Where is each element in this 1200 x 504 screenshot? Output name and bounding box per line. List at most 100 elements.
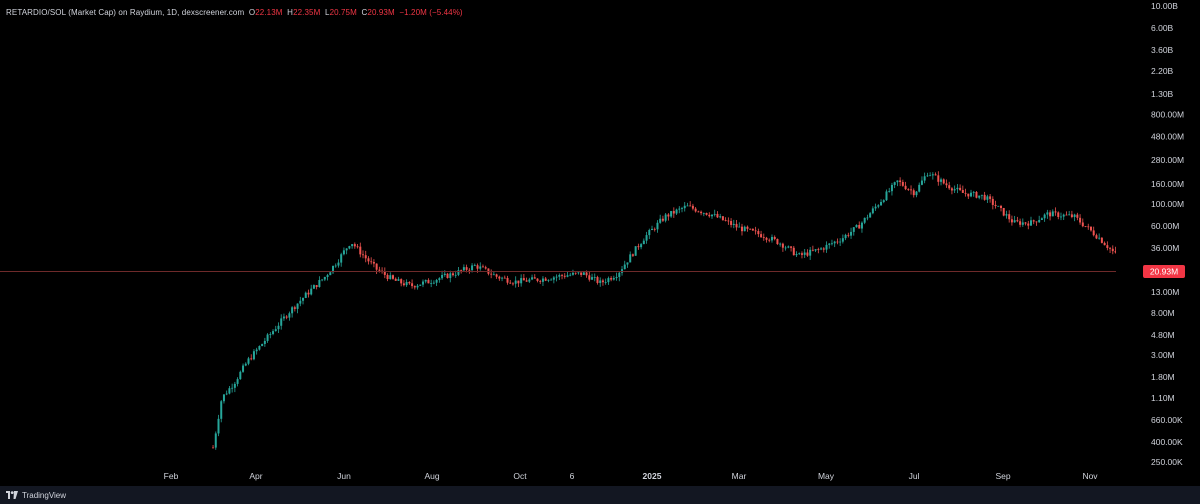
candle [1087,223,1090,230]
candle [893,181,896,189]
candle [421,279,424,288]
candle [768,238,771,243]
change-value: −1.20M (−5.44%) [399,8,463,17]
x-tick-label: Oct [513,471,527,481]
candle [517,280,520,288]
candle [1092,226,1095,237]
candle [738,222,741,228]
candle [871,206,874,215]
candle [389,272,392,280]
candle [937,171,940,186]
candle [634,246,637,256]
candle [531,274,534,281]
candle [348,245,351,250]
candle [394,277,397,281]
candle [362,250,365,259]
y-tick-label: 1.30B [1151,89,1174,99]
candle [498,275,501,281]
y-tick-label: 660.00K [1151,415,1183,425]
y-axis-background [1116,0,1200,486]
candle [975,190,978,199]
candle [318,276,321,288]
candle [441,270,444,280]
candle [814,249,817,253]
current-price-tag[interactable]: 20.93M [1150,267,1178,277]
candle [610,276,613,282]
candle [280,314,283,330]
candle [994,200,997,209]
candle [912,188,915,198]
candle [495,273,498,279]
candle [1046,209,1049,219]
candle [342,247,345,256]
x-tick-label: Apr [249,471,262,481]
candle [1027,220,1030,230]
tradingview-logo[interactable]: TradingView [6,491,66,500]
candle [580,272,583,277]
candle [612,275,615,281]
y-tick-label: 13.00M [1151,287,1179,297]
candle [490,269,493,279]
candle [923,172,926,184]
candle [359,242,362,258]
candle [236,377,239,387]
candle [225,390,228,396]
candle [321,279,324,282]
x-axis[interactable]: Feb Apr Jun Aug Oct 6 2025 Mar May Jul Sep Nov [164,471,1099,481]
candle [217,414,220,437]
candle [841,234,844,244]
candle [569,272,572,277]
x-tick-label: Sep [995,471,1010,481]
y-axis[interactable]: 10.00B 6.00B 3.60B 2.20B 1.30B 800.00M 480.00M… [1116,0,1200,486]
symbol-title[interactable]: RETARDIO/SOL (Market Cap) on Raydium, 1D… [6,8,245,17]
candle [340,252,343,267]
symbol-legend: RETARDIO/SOL (Market Cap) on Raydium, 1D… [6,8,463,17]
candle [806,249,809,257]
candle [1043,213,1046,222]
candle [749,228,752,230]
candle [719,213,722,219]
candle [329,271,332,276]
price-tag-background [1143,264,1185,278]
candle [266,333,269,343]
candle [651,225,654,231]
candle [735,220,738,231]
candle [1100,237,1103,244]
candle [302,297,305,305]
price-chart[interactable]: 10.00B 6.00B 3.60B 2.20B 1.30B 800.00M 480.00M… [0,0,1200,486]
candle [866,214,869,221]
candle [817,247,820,254]
candle [247,356,250,366]
candle [880,199,883,206]
candle [263,337,266,347]
candle [770,234,773,243]
candle [272,329,275,336]
candle [304,291,307,299]
candle [577,272,580,275]
candle [743,225,746,232]
candle [683,202,686,212]
candle [310,284,313,296]
y-tick-label: 4.80M [1151,330,1175,340]
candle [678,206,681,214]
candle [345,248,348,255]
candle [1065,211,1068,216]
candle [991,196,994,210]
candle [724,217,727,222]
y-tick-label: 60.00M [1151,221,1179,231]
candle [640,242,643,250]
y-tick-label: 160.00M [1151,179,1184,189]
candle [1010,215,1013,226]
candle [550,278,553,281]
candle [858,221,861,229]
low-label: L [325,8,330,17]
candle [779,242,782,247]
candle [645,231,648,244]
candle [732,219,735,229]
candle [408,281,411,285]
candle [1030,216,1032,226]
candle [561,273,564,280]
candle [820,247,823,251]
candle [642,238,645,245]
